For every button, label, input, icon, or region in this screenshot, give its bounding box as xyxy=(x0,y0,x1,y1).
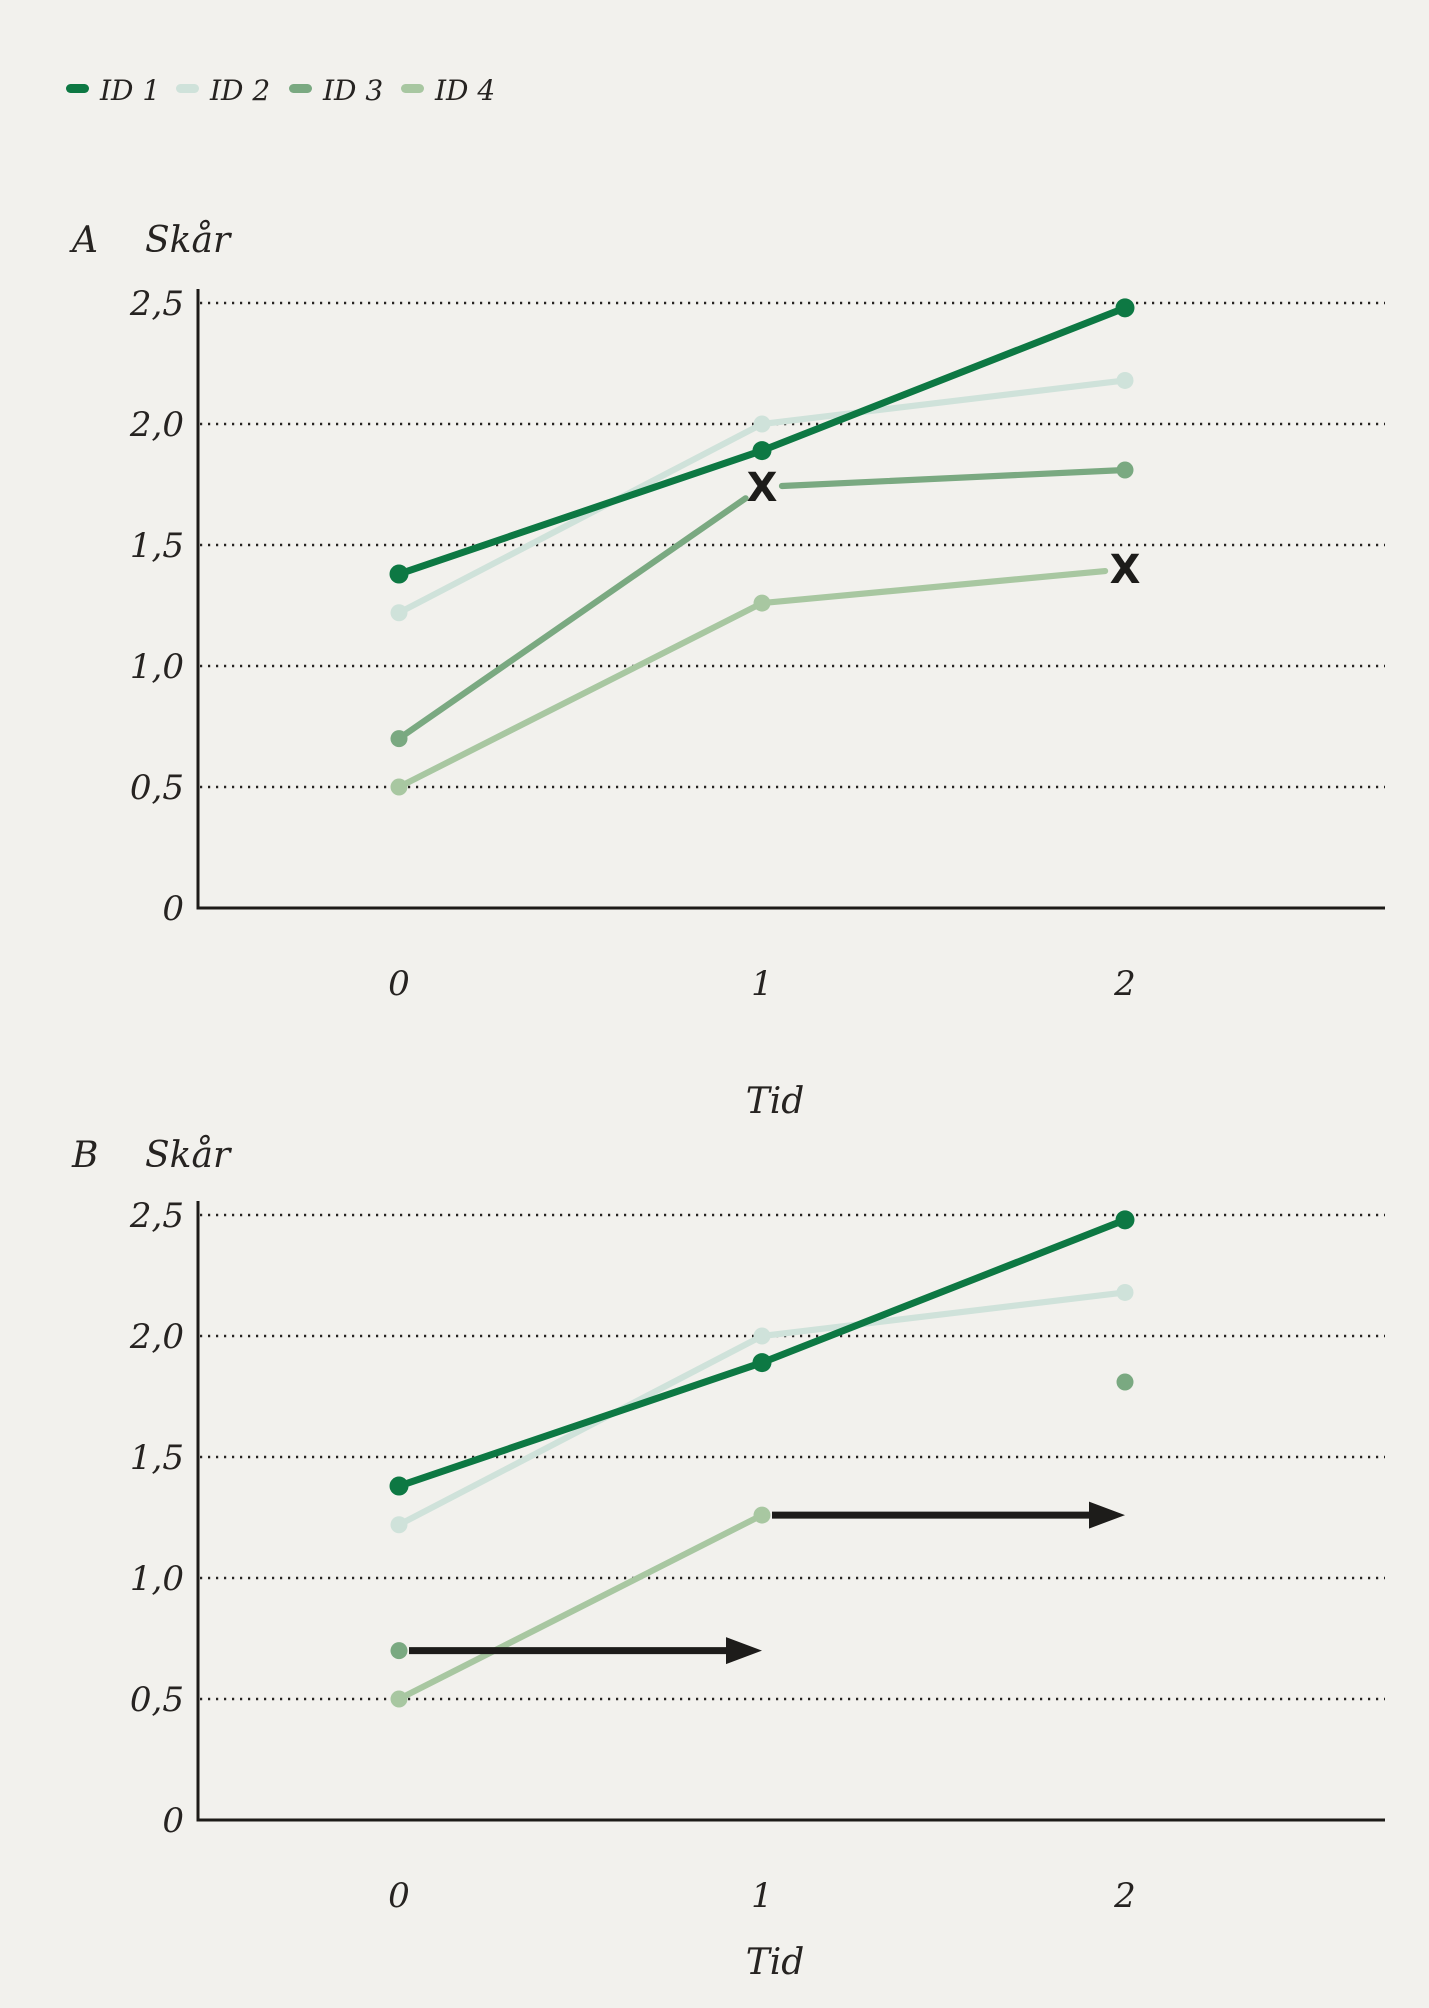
series-line-id1-seg0 xyxy=(395,447,766,578)
legend-swatch-id1-icon xyxy=(66,84,89,93)
legend-item-id1: ID 1 xyxy=(66,74,160,107)
series-line-id1-seg0 xyxy=(395,1359,766,1490)
legend-item-id2: ID 2 xyxy=(176,74,270,107)
data-point-id2-t0 xyxy=(390,604,408,622)
series-line-id2-seg1 xyxy=(758,377,1129,428)
data-point-id2-t0 xyxy=(390,1516,408,1534)
panel-a-y-axis-title: Skår xyxy=(145,220,232,261)
legend-swatch-id4-icon xyxy=(401,84,424,93)
data-point-id1-t2 xyxy=(1115,298,1135,318)
series-line-id1-seg1 xyxy=(758,1216,1129,1367)
data-point-id3-t0 xyxy=(390,730,408,748)
x-tick-label-2: 2 xyxy=(1113,1876,1136,1916)
y-tick-label-0,5: 0,5 xyxy=(130,768,184,808)
y-tick-label-1,5: 1,5 xyxy=(130,526,184,566)
x-tick-label-1: 1 xyxy=(751,1876,773,1916)
x-tick-label-2: 2 xyxy=(1113,964,1136,1004)
legend-label-id2: ID 2 xyxy=(209,74,270,107)
y-tick-label-2,0: 2,0 xyxy=(129,1317,184,1357)
data-point-id4-t1 xyxy=(753,1506,771,1524)
series-line-id3-seg0 xyxy=(395,495,749,742)
series-line-id2-seg1 xyxy=(758,1289,1129,1340)
dropout-x-marker-id3-t1: X xyxy=(747,465,778,511)
dropout-x-marker-id4-t2: X xyxy=(1110,547,1141,593)
series-line-id4-seg1 xyxy=(758,567,1109,607)
data-point-id3-t0 xyxy=(390,1642,408,1660)
legend-label-id4: ID 4 xyxy=(434,74,495,107)
legend-swatch-id3-icon xyxy=(289,84,312,93)
legend-label-id1: ID 1 xyxy=(99,74,160,107)
y-tick-label-0: 0 xyxy=(162,1801,184,1841)
y-tick-label-1,0: 1,0 xyxy=(130,1559,184,1599)
data-point-id2-t2 xyxy=(1116,1283,1134,1301)
series-line-id4-seg0 xyxy=(395,599,766,791)
data-point-id1-t1 xyxy=(752,441,772,461)
panel-b-y-axis-title: Skår xyxy=(145,1135,232,1176)
data-point-id1-t0 xyxy=(389,1476,409,1496)
locf-arrow-head-icon-0 xyxy=(726,1637,762,1665)
series-line-id1-seg1 xyxy=(758,304,1129,455)
legend-item-id4: ID 4 xyxy=(401,74,495,107)
series-line-id2-seg0 xyxy=(395,1332,766,1528)
x-tick-label-0: 0 xyxy=(388,1876,410,1916)
series-line-id3-seg1 xyxy=(778,466,1129,490)
panel-a-header: A Skår xyxy=(69,220,232,261)
panel-b-plot: 2,5 2,0 1,5 1,0 0,5 0 0 1 2 xyxy=(129,1196,1385,1916)
panel-b-label: B xyxy=(71,1135,98,1176)
y-tick-label-2,5: 2,5 xyxy=(129,284,184,324)
data-point-id3-t2 xyxy=(1116,461,1134,479)
legend-item-id3: ID 3 xyxy=(289,74,383,107)
data-point-id4-t0 xyxy=(390,1690,408,1708)
x-tick-label-0: 0 xyxy=(388,964,410,1004)
data-point-id1-t2 xyxy=(1115,1210,1135,1230)
x-tick-label-1: 1 xyxy=(751,964,773,1004)
panel-a-label: A xyxy=(69,220,98,261)
data-point-id4-t0 xyxy=(390,778,408,796)
panel-a-x-axis-title: Tid xyxy=(746,1081,805,1122)
y-tick-label-1,5: 1,5 xyxy=(130,1438,184,1478)
data-point-id2-t2 xyxy=(1116,371,1134,389)
data-point-id1-t0 xyxy=(389,564,409,584)
series-line-id2-seg0 xyxy=(395,420,766,616)
y-tick-label-0,5: 0,5 xyxy=(130,1680,184,1720)
y-tick-label-0: 0 xyxy=(162,889,184,929)
panel-b-x-axis-title: Tid xyxy=(746,1942,805,1983)
y-tick-label-2,0: 2,0 xyxy=(129,405,184,445)
legend: ID 1 ID 2 ID 3 ID 4 xyxy=(66,74,495,107)
panel-a-plot: 2,5 2,0 1,5 1,0 0,5 0 0 1 2 X X xyxy=(129,284,1385,1004)
locf-arrow-head-icon-1 xyxy=(1089,1501,1125,1529)
data-point-id3-t2 xyxy=(1116,1373,1134,1391)
data-point-id1-t1 xyxy=(752,1353,772,1373)
legend-swatch-id2-icon xyxy=(176,84,199,93)
legend-label-id3: ID 3 xyxy=(322,74,383,107)
data-point-id4-t1 xyxy=(753,594,771,612)
panel-b-header: B Skår xyxy=(71,1135,232,1176)
series-line-id4-seg0 xyxy=(395,1511,766,1703)
y-tick-label-1,0: 1,0 xyxy=(130,647,184,687)
data-point-id2-t1 xyxy=(753,1327,771,1345)
y-tick-label-2,5: 2,5 xyxy=(129,1196,184,1236)
data-point-id2-t1 xyxy=(753,415,771,433)
